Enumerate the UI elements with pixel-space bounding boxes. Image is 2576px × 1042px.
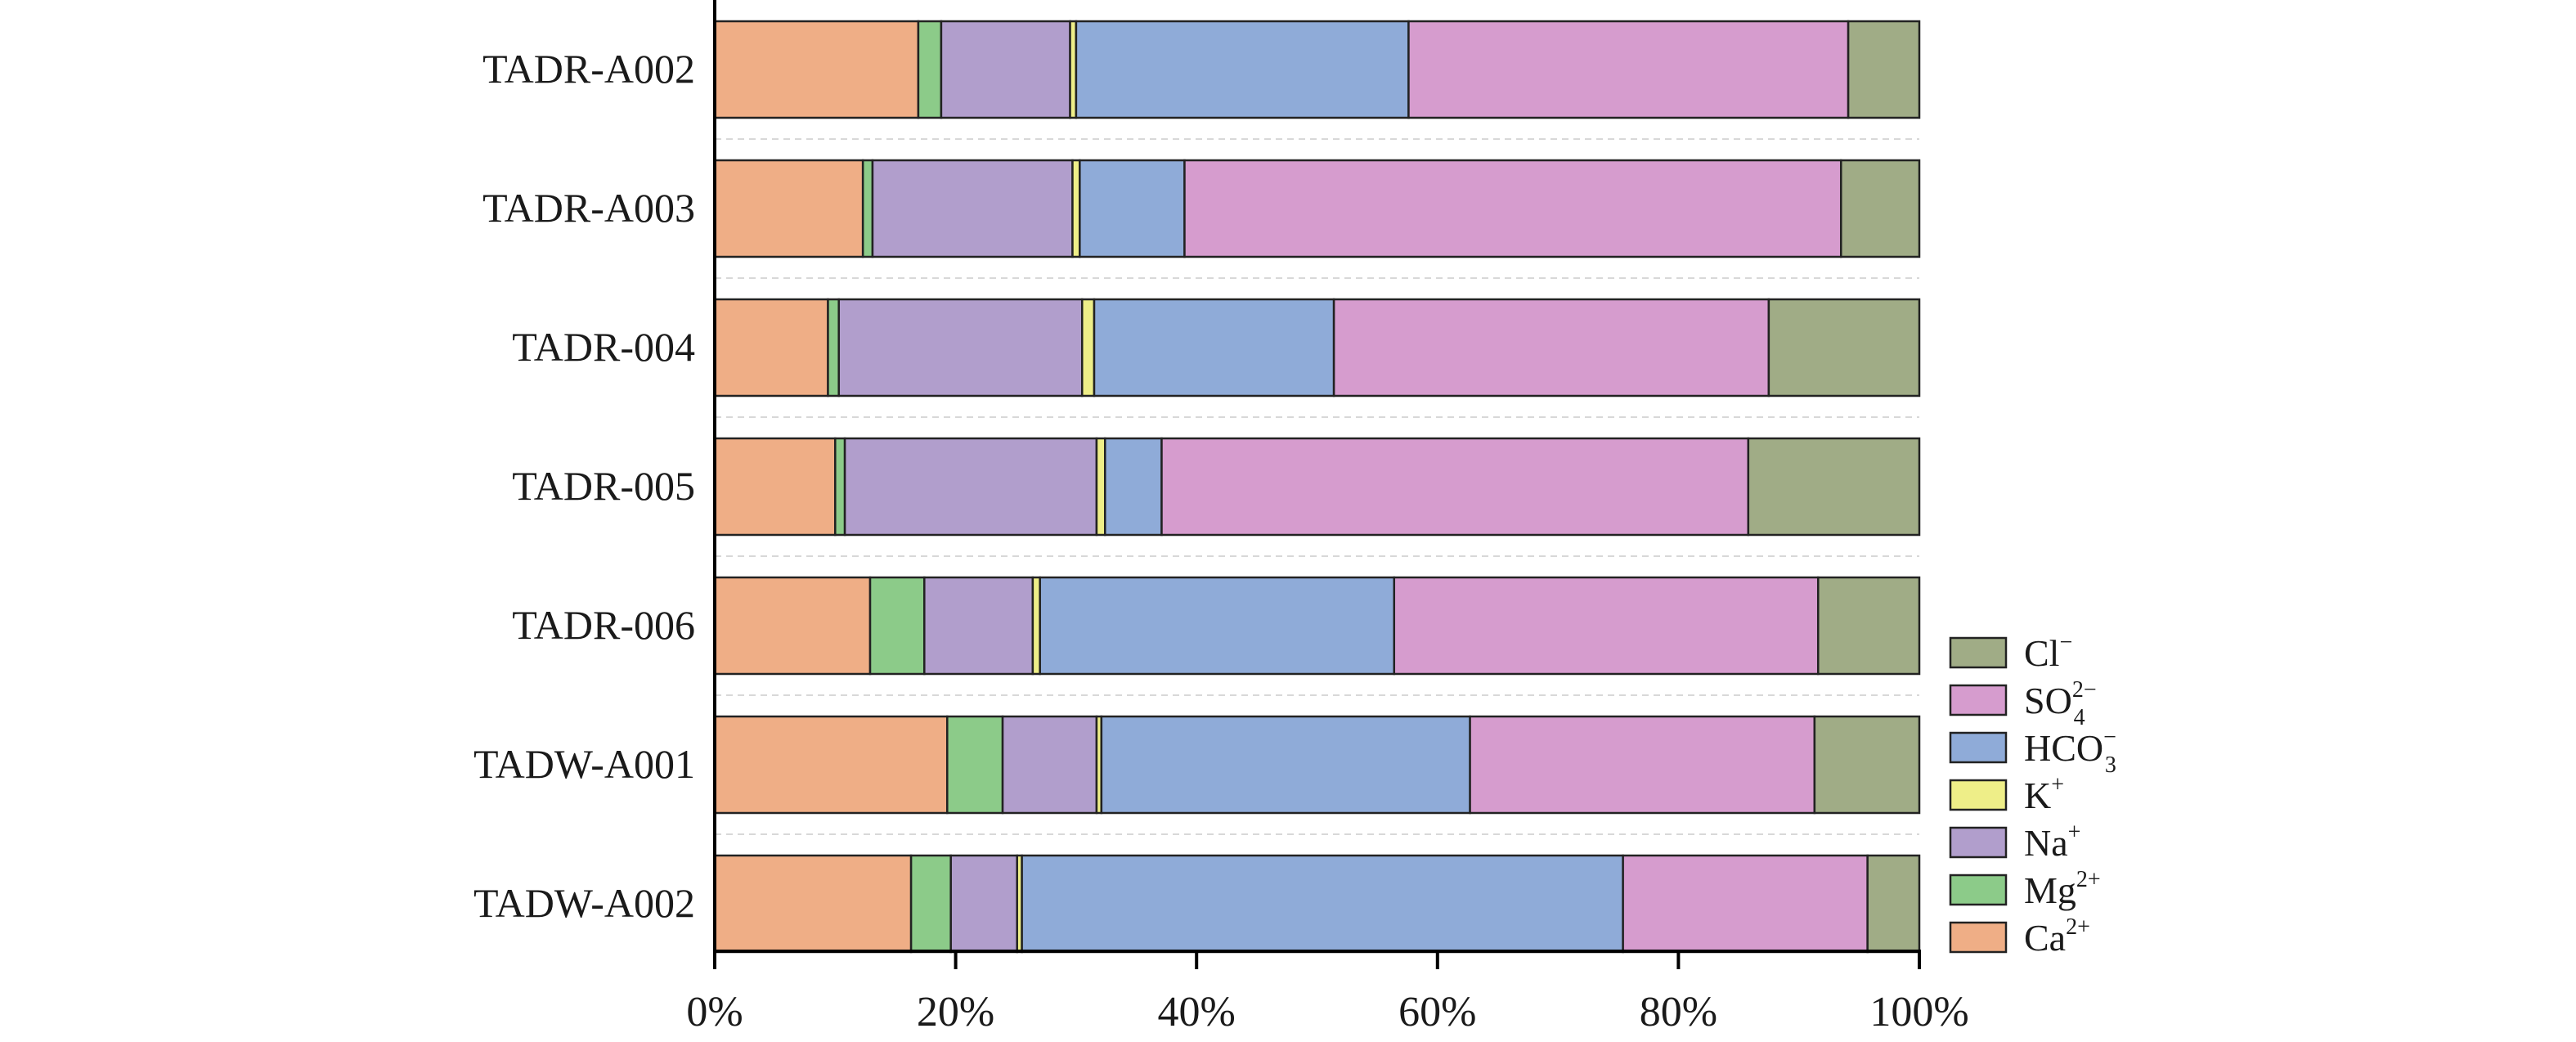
legend-swatch — [1949, 874, 2008, 906]
x-tick-label: 0% — [686, 989, 743, 1035]
category-label: TADR-006 — [512, 602, 695, 648]
legend-item-hco: HCO− 3 — [1949, 725, 2116, 778]
x-tick-label: 100% — [1869, 989, 1968, 1035]
legend-swatch — [1949, 779, 2008, 811]
bar-segment-tadr-004-ca — [713, 298, 829, 397]
bar-segment-tadr-004-k — [1081, 298, 1096, 397]
bar-segment-tadr-006-ca — [713, 576, 872, 676]
bar-segment-tadw-a001-hco — [1100, 715, 1471, 815]
legend-swatch — [1949, 826, 2008, 859]
bar-segment-tadr-004-hco — [1093, 298, 1335, 397]
bar-segment-tadr-a002-so — [1407, 20, 1850, 119]
bar-segment-tadw-a002-so — [1622, 854, 1869, 954]
legend-item-cl: Cl− — [1949, 630, 2072, 674]
bar-segment-tadr-005-k — [1095, 437, 1106, 537]
x-tick-label: 60% — [1398, 989, 1476, 1035]
bar-segment-tadw-a002-ca — [713, 854, 913, 954]
bar-segment-tadr-006-mg — [868, 576, 926, 676]
bar-segment-tadr-a003-ca — [713, 159, 864, 258]
bar-segment-tadr-a003-na — [871, 159, 1074, 258]
bar-segment-tadr-a003-k — [1071, 159, 1081, 258]
x-tick-label: 40% — [1158, 989, 1236, 1035]
bar-segment-tadw-a002-mg — [909, 854, 952, 954]
bars-group — [713, 20, 1921, 954]
bar-segment-tadr-a002-cl — [1847, 20, 1921, 119]
bar-segment-tadr-a003-so — [1183, 159, 1842, 258]
category-labels: TADR-A002 TADR-A003 TADR-004 TADR-005 TADR-0… — [473, 46, 695, 926]
legend-swatch — [1949, 731, 2008, 764]
bar-segment-tadr-004-na — [837, 298, 1084, 397]
bar-segment-tadr-005-na — [843, 437, 1098, 537]
bar-segment-tadr-005-so — [1160, 437, 1750, 537]
bar-segment-tadw-a001-mg — [946, 715, 1004, 815]
x-tick-labels: 0% 20% 40% 60% 80% 100% — [686, 951, 1969, 1035]
category-label: TADR-005 — [512, 463, 695, 509]
legend-item-so: SO2− 4 — [1949, 677, 2097, 730]
legend-label: HCO− 3 — [2024, 725, 2116, 778]
bar-segment-tadr-a002-mg — [917, 20, 943, 119]
bar-segment-tadw-a002-na — [949, 854, 1018, 954]
legend-item-na: Na+ — [1949, 820, 2080, 864]
bar-segment-tadr-a003-mg — [861, 159, 874, 258]
legend-item-ca: Ca2+ — [1949, 914, 2090, 959]
legend-label: Cl− — [2024, 630, 2072, 674]
legend-swatch — [1949, 636, 2008, 669]
legend-label: Mg2+ — [2024, 867, 2101, 911]
legend-label: K+ — [2024, 772, 2064, 816]
bar-segment-tadr-a003-cl — [1840, 159, 1921, 258]
x-tick-label: 20% — [917, 989, 994, 1035]
category-label: TADW-A002 — [473, 880, 695, 926]
bar-segment-tadw-a001-so — [1469, 715, 1816, 815]
legend-label: Ca2+ — [2024, 914, 2090, 959]
bar-segment-tadr-a002-hco — [1075, 20, 1410, 119]
bar-segment-tadr-a002-na — [940, 20, 1071, 119]
bar-segment-tadw-a002-hco — [1021, 854, 1624, 954]
bar-segment-tadr-005-ca — [713, 437, 837, 537]
bar-segment-tadr-005-hco — [1104, 437, 1163, 537]
bar-segment-tadr-a003-hco — [1079, 159, 1186, 258]
category-label: TADW-A001 — [473, 741, 695, 787]
bar-segment-tadw-a001-cl — [1813, 715, 1921, 815]
category-label: TADR-004 — [512, 324, 695, 370]
bar-segment-tadw-a001-ca — [713, 715, 949, 815]
grid-lines — [715, 138, 1919, 835]
x-tick-label: 80% — [1640, 989, 1717, 1035]
bar-segment-tadr-006-k — [1031, 576, 1041, 676]
bar-segment-tadr-a002-ca — [713, 20, 920, 119]
bar-segment-tadr-005-cl — [1747, 437, 1921, 537]
legend-swatch — [1949, 921, 2008, 954]
legend-swatch — [1949, 684, 2008, 716]
bar-segment-tadr-005-mg — [834, 437, 846, 537]
bar-segment-tadr-006-hco — [1039, 576, 1396, 676]
bar-segment-tadw-a002-cl — [1866, 854, 1921, 954]
bar-segment-tadr-006-na — [923, 576, 1034, 676]
bar-segment-tadr-004-mg — [827, 298, 840, 397]
category-label: TADR-A002 — [482, 46, 695, 92]
bar-segment-tadr-004-so — [1332, 298, 1770, 397]
bar-segment-tadr-004-cl — [1767, 298, 1921, 397]
axes — [713, 0, 1921, 953]
legend-item-mg: Mg2+ — [1949, 867, 2101, 911]
bar-segment-tadr-006-so — [1393, 576, 1820, 676]
bar-segment-tadr-006-cl — [1817, 576, 1921, 676]
legend-label: SO2− 4 — [2024, 677, 2097, 730]
legend-item-k: K+ — [1949, 772, 2064, 816]
bar-segment-tadw-a001-na — [1001, 715, 1098, 815]
legend-label: Na+ — [2024, 820, 2080, 864]
category-label: TADR-A003 — [482, 185, 695, 231]
